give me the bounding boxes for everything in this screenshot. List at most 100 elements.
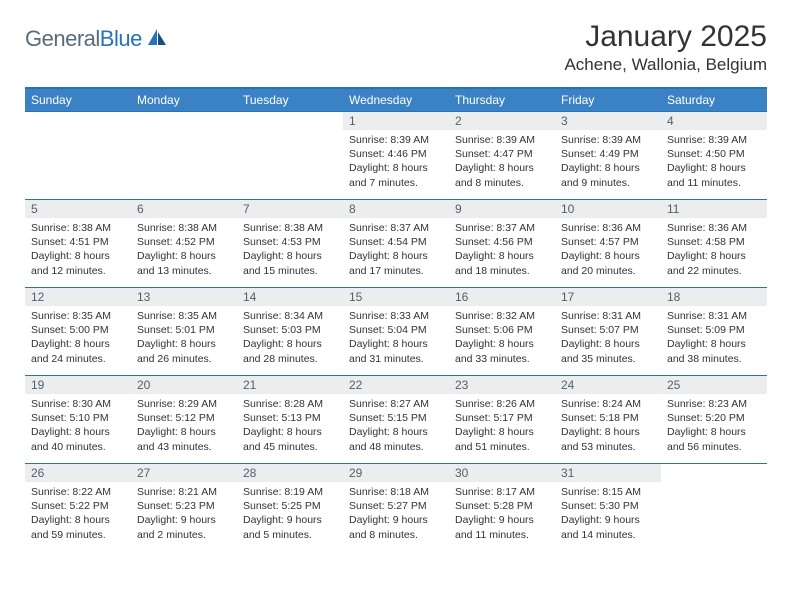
day-details: Sunrise: 8:39 AMSunset: 4:47 PMDaylight:…: [449, 130, 555, 194]
day-number: 6: [131, 200, 237, 218]
calendar-day-cell: 12Sunrise: 8:35 AMSunset: 5:00 PMDayligh…: [25, 288, 131, 376]
sunset-line: Sunset: 5:09 PM: [667, 323, 761, 337]
calendar-day-cell: 29Sunrise: 8:18 AMSunset: 5:27 PMDayligh…: [343, 464, 449, 552]
sunrise-line: Sunrise: 8:15 AM: [561, 485, 655, 499]
calendar-week-row: 1Sunrise: 8:39 AMSunset: 4:46 PMDaylight…: [25, 112, 767, 200]
calendar-day-cell: 11Sunrise: 8:36 AMSunset: 4:58 PMDayligh…: [661, 200, 767, 288]
daylight-line-1: Daylight: 9 hours: [561, 513, 655, 527]
sunset-line: Sunset: 5:23 PM: [137, 499, 231, 513]
brand-text-blue: Blue: [100, 26, 142, 51]
day-number: 11: [661, 200, 767, 218]
day-details: Sunrise: 8:36 AMSunset: 4:57 PMDaylight:…: [555, 218, 661, 282]
sunrise-line: Sunrise: 8:27 AM: [349, 397, 443, 411]
calendar-day-cell: 5Sunrise: 8:38 AMSunset: 4:51 PMDaylight…: [25, 200, 131, 288]
sunset-line: Sunset: 4:56 PM: [455, 235, 549, 249]
sunset-line: Sunset: 5:25 PM: [243, 499, 337, 513]
daylight-line-1: Daylight: 8 hours: [667, 425, 761, 439]
sunset-line: Sunset: 5:01 PM: [137, 323, 231, 337]
daylight-line-2: and 51 minutes.: [455, 440, 549, 454]
daylight-line-2: and 13 minutes.: [137, 264, 231, 278]
daylight-line-2: and 7 minutes.: [349, 176, 443, 190]
calendar-day-cell: 8Sunrise: 8:37 AMSunset: 4:54 PMDaylight…: [343, 200, 449, 288]
daylight-line-1: Daylight: 8 hours: [455, 337, 549, 351]
day-details: Sunrise: 8:37 AMSunset: 4:54 PMDaylight:…: [343, 218, 449, 282]
sunset-line: Sunset: 5:13 PM: [243, 411, 337, 425]
calendar-day-cell: 18Sunrise: 8:31 AMSunset: 5:09 PMDayligh…: [661, 288, 767, 376]
day-number: 1: [343, 112, 449, 130]
calendar-table: SundayMondayTuesdayWednesdayThursdayFrid…: [25, 87, 767, 552]
sunrise-line: Sunrise: 8:29 AM: [137, 397, 231, 411]
day-number: 3: [555, 112, 661, 130]
sunset-line: Sunset: 5:07 PM: [561, 323, 655, 337]
daylight-line-1: Daylight: 8 hours: [243, 425, 337, 439]
sunrise-line: Sunrise: 8:33 AM: [349, 309, 443, 323]
day-details: Sunrise: 8:26 AMSunset: 5:17 PMDaylight:…: [449, 394, 555, 458]
sunset-line: Sunset: 4:53 PM: [243, 235, 337, 249]
calendar-day-cell: 7Sunrise: 8:38 AMSunset: 4:53 PMDaylight…: [237, 200, 343, 288]
daylight-line-2: and 18 minutes.: [455, 264, 549, 278]
daylight-line-1: Daylight: 8 hours: [31, 513, 125, 527]
day-header: Monday: [131, 88, 237, 112]
calendar-day-cell: 15Sunrise: 8:33 AMSunset: 5:04 PMDayligh…: [343, 288, 449, 376]
day-number: 13: [131, 288, 237, 306]
day-details: Sunrise: 8:23 AMSunset: 5:20 PMDaylight:…: [661, 394, 767, 458]
daylight-line-2: and 9 minutes.: [561, 176, 655, 190]
calendar-day-cell: 3Sunrise: 8:39 AMSunset: 4:49 PMDaylight…: [555, 112, 661, 200]
daylight-line-1: Daylight: 9 hours: [137, 513, 231, 527]
daylight-line-2: and 15 minutes.: [243, 264, 337, 278]
day-details: Sunrise: 8:27 AMSunset: 5:15 PMDaylight:…: [343, 394, 449, 458]
day-number: 26: [25, 464, 131, 482]
sunset-line: Sunset: 5:06 PM: [455, 323, 549, 337]
calendar-week-row: 19Sunrise: 8:30 AMSunset: 5:10 PMDayligh…: [25, 376, 767, 464]
day-details: Sunrise: 8:39 AMSunset: 4:46 PMDaylight:…: [343, 130, 449, 194]
calendar-day-cell: 17Sunrise: 8:31 AMSunset: 5:07 PMDayligh…: [555, 288, 661, 376]
sunrise-line: Sunrise: 8:35 AM: [137, 309, 231, 323]
sunset-line: Sunset: 4:52 PM: [137, 235, 231, 249]
sunset-line: Sunset: 4:51 PM: [31, 235, 125, 249]
day-details: Sunrise: 8:15 AMSunset: 5:30 PMDaylight:…: [555, 482, 661, 546]
calendar-day-cell: 30Sunrise: 8:17 AMSunset: 5:28 PMDayligh…: [449, 464, 555, 552]
day-details: Sunrise: 8:31 AMSunset: 5:07 PMDaylight:…: [555, 306, 661, 370]
calendar-day-cell: 27Sunrise: 8:21 AMSunset: 5:23 PMDayligh…: [131, 464, 237, 552]
daylight-line-2: and 28 minutes.: [243, 352, 337, 366]
day-details: Sunrise: 8:34 AMSunset: 5:03 PMDaylight:…: [237, 306, 343, 370]
sunrise-line: Sunrise: 8:32 AM: [455, 309, 549, 323]
daylight-line-2: and 11 minutes.: [455, 528, 549, 542]
sunrise-line: Sunrise: 8:35 AM: [31, 309, 125, 323]
daylight-line-2: and 56 minutes.: [667, 440, 761, 454]
month-year-title: January 2025: [564, 20, 767, 53]
daylight-line-1: Daylight: 8 hours: [349, 337, 443, 351]
header: GeneralBlue January 2025 Achene, Walloni…: [25, 20, 767, 75]
day-details: Sunrise: 8:32 AMSunset: 5:06 PMDaylight:…: [449, 306, 555, 370]
calendar-page: GeneralBlue January 2025 Achene, Walloni…: [0, 0, 792, 572]
calendar-day-cell: 6 Sunrise: 8:38 AMSunset: 4:52 PMDaylight…: [131, 200, 237, 288]
day-details: Sunrise: 8:39 AMSunset: 4:50 PMDaylight:…: [661, 130, 767, 194]
day-details: Sunrise: 8:38 AMSunset: 4:53 PMDaylight:…: [237, 218, 343, 282]
sunset-line: Sunset: 5:28 PM: [455, 499, 549, 513]
sunrise-line: Sunrise: 8:38 AM: [137, 221, 231, 235]
day-number: 2: [449, 112, 555, 130]
sunrise-line: Sunrise: 8:39 AM: [667, 133, 761, 147]
day-details: Sunrise: 8:35 AMSunset: 5:01 PMDaylight:…: [131, 306, 237, 370]
daylight-line-2: and 8 minutes.: [455, 176, 549, 190]
calendar-day-cell: 25Sunrise: 8:23 AMSunset: 5:20 PMDayligh…: [661, 376, 767, 464]
calendar-day-cell: 9Sunrise: 8:37 AMSunset: 4:56 PMDaylight…: [449, 200, 555, 288]
sunset-line: Sunset: 5:04 PM: [349, 323, 443, 337]
calendar-day-cell: 23Sunrise: 8:26 AMSunset: 5:17 PMDayligh…: [449, 376, 555, 464]
sunset-line: Sunset: 5:10 PM: [31, 411, 125, 425]
daylight-line-1: Daylight: 8 hours: [561, 161, 655, 175]
day-details: Sunrise: 8:39 AMSunset: 4:49 PMDaylight:…: [555, 130, 661, 194]
daylight-line-1: Daylight: 8 hours: [561, 425, 655, 439]
calendar-day-cell: 19Sunrise: 8:30 AMSunset: 5:10 PMDayligh…: [25, 376, 131, 464]
daylight-line-2: and 20 minutes.: [561, 264, 655, 278]
day-header-row: SundayMondayTuesdayWednesdayThursdayFrid…: [25, 88, 767, 112]
daylight-line-1: Daylight: 8 hours: [31, 337, 125, 351]
daylight-line-2: and 26 minutes.: [137, 352, 231, 366]
calendar-empty-cell: [661, 464, 767, 552]
daylight-line-2: and 5 minutes.: [243, 528, 337, 542]
calendar-day-cell: 13Sunrise: 8:35 AMSunset: 5:01 PMDayligh…: [131, 288, 237, 376]
daylight-line-2: and 48 minutes.: [349, 440, 443, 454]
daylight-line-1: Daylight: 8 hours: [137, 249, 231, 263]
calendar-empty-cell: [131, 112, 237, 200]
sunset-line: Sunset: 4:47 PM: [455, 147, 549, 161]
